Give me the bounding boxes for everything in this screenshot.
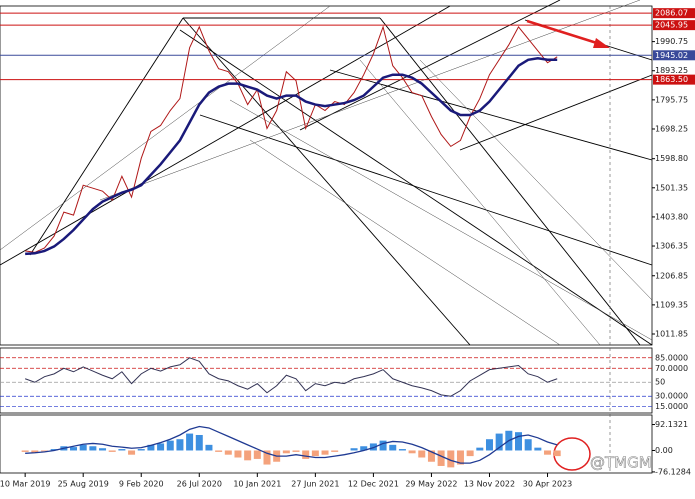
y-tick-label: 1990.75 [655, 37, 688, 46]
histogram-bar [311, 450, 319, 457]
y-tick-label: 1011.85 [655, 329, 688, 338]
histogram-bar [292, 450, 300, 452]
histogram-bar [215, 450, 223, 452]
histogram-bar [456, 450, 464, 465]
y-tick-label: 1206.85 [655, 271, 688, 280]
y-tick-label: 15.0000 [655, 402, 688, 411]
x-tick-label: 27 Jun 2021 [291, 480, 339, 489]
histogram-bar [553, 450, 561, 457]
macd-panel [0, 414, 653, 474]
x-tick-label: 25 Aug 2019 [58, 480, 109, 489]
histogram-bar [253, 450, 261, 459]
histogram-bar [427, 450, 435, 462]
histogram-bar [108, 450, 116, 452]
histogram-bar [157, 443, 165, 451]
histogram-bar [331, 450, 339, 452]
histogram-bar [389, 444, 397, 451]
histogram-bar [544, 450, 552, 455]
y-tick-label: 70.0000 [655, 364, 688, 373]
series-line [25, 57, 558, 256]
y-tick-label: 30.0000 [655, 392, 688, 401]
price-level-tag [653, 20, 695, 31]
y-tick-label: 50 [655, 378, 665, 387]
y-tick-label: 1598.80 [655, 154, 688, 163]
histogram-bar [379, 440, 387, 451]
x-tick-label: 10 Jan 2021 [233, 480, 281, 489]
y-tick-label: 1306.35 [655, 242, 688, 251]
x-tick-label: 12 Dec 2021 [348, 480, 399, 489]
histogram-bar [350, 448, 358, 451]
histogram-bar [40, 450, 48, 452]
histogram-bar [186, 433, 194, 451]
histogram-bar [282, 450, 290, 454]
y-tick-label: 1501.35 [655, 183, 688, 192]
histogram-bar [534, 447, 542, 451]
x-tick-label: 29 May 2022 [405, 480, 457, 489]
histogram-bar [99, 448, 107, 451]
price-panel [0, 5, 653, 346]
histogram-bar [118, 449, 126, 451]
y-tick-label: 1698.25 [655, 124, 688, 133]
histogram-bar [234, 450, 242, 458]
y-tick-label: 1109.35 [655, 300, 688, 309]
price-level-tag [653, 50, 695, 61]
price-level-label: 1945.02 [655, 51, 688, 60]
histogram-bar [176, 439, 184, 451]
y-tick-label: 1893.25 [655, 66, 688, 75]
histogram-bar [524, 439, 532, 451]
histogram-bar [166, 440, 174, 451]
histogram-bar [515, 432, 523, 451]
histogram-bar [128, 450, 136, 455]
histogram-bar [495, 433, 503, 451]
histogram-bar [224, 450, 232, 455]
x-tick-label: 26 Jul 2020 [177, 480, 222, 489]
rsi-panel [0, 347, 653, 414]
histogram-bar [195, 434, 203, 451]
x-tick-label: 13 Nov 2022 [464, 480, 515, 489]
y-tick-label: -76.1284 [655, 467, 691, 476]
histogram-bar [31, 450, 39, 453]
histogram-bar [205, 444, 213, 451]
y-tick-label: 1403.80 [655, 212, 688, 221]
price-level-tag [653, 8, 695, 19]
histogram-bar [89, 446, 97, 451]
series-line [24, 357, 558, 397]
y-tick-label: 85.0000 [655, 353, 688, 362]
histogram-bar [398, 449, 406, 451]
series-line [25, 425, 558, 464]
histogram-bar [147, 444, 155, 451]
histogram-bar [418, 450, 426, 458]
watermark: @TMGM [590, 454, 652, 472]
histogram-bar [137, 449, 145, 451]
x-tick-label: 10 Mar 2019 [0, 480, 51, 489]
histogram-bar [485, 439, 493, 451]
trendlines [0, 0, 653, 473]
price-level-label: 1863.50 [655, 75, 688, 84]
histogram-bar [50, 449, 58, 451]
histogram-bar [360, 446, 368, 451]
histogram-bar [79, 444, 87, 451]
histogram-bar [244, 450, 252, 461]
price-level-label: 2086.07 [655, 9, 688, 18]
histogram-bar [302, 450, 310, 459]
price-level-label: 2045.95 [655, 21, 688, 30]
histogram-bar [447, 450, 455, 468]
y-tick-label: 1795.75 [655, 95, 688, 104]
y-tick-label: 92.1321 [655, 420, 688, 429]
x-tick-label: 30 Apr 2023 [523, 480, 572, 489]
histogram-bar [466, 450, 474, 457]
histogram-bar [437, 450, 445, 466]
histogram-bar [476, 447, 484, 451]
histogram-bar [408, 450, 416, 454]
price-level-tag [653, 74, 695, 85]
histogram-bar [321, 450, 329, 455]
histogram-bar [21, 450, 29, 452]
histogram-bar [70, 447, 78, 451]
y-tick-label: 0.00 [655, 446, 673, 455]
histogram-bar [263, 450, 271, 465]
x-tick-label: 9 Feb 2020 [119, 480, 164, 489]
